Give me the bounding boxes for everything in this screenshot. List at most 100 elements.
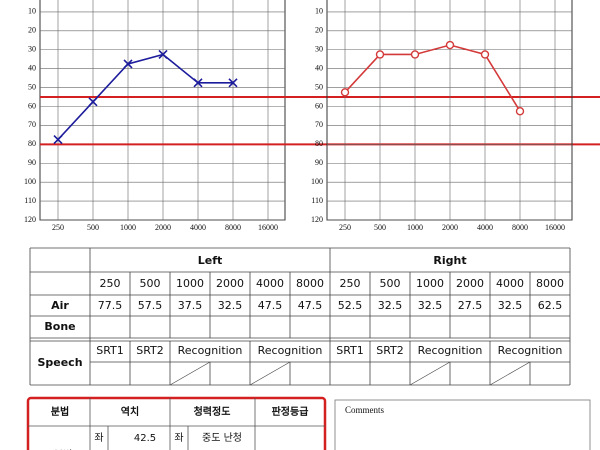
marker [375, 50, 385, 59]
marker [445, 40, 455, 50]
y-tick-label: 10 [315, 7, 323, 16]
slash [409, 361, 451, 386]
y-tick-label: 10 [28, 7, 36, 16]
y-tick-label: 80 [28, 139, 36, 148]
slash [489, 361, 531, 386]
frequency-header: 2000 [456, 277, 484, 290]
y-tick-label: 120 [311, 215, 323, 224]
x-tick-label: 4000 [477, 223, 493, 232]
y-tick-label: 20 [28, 26, 36, 35]
x-tick-label: 2000 [155, 223, 171, 232]
frequency-header: 2000 [216, 277, 244, 290]
x-tick-label: 8000 [225, 223, 241, 232]
plot-frame [39, 0, 286, 221]
x-tick-label: 500 [374, 223, 386, 232]
marker [410, 50, 420, 59]
cell-value: 47.5 [298, 299, 323, 312]
cell-value: 47.5 [258, 299, 283, 312]
row-label: Air [51, 299, 69, 312]
cell-value: 27.5 [458, 299, 483, 312]
y-tick-label: 50 [28, 82, 36, 91]
marker [480, 50, 490, 59]
y-tick-label: 70 [315, 120, 323, 129]
x-tick-label: 16000 [545, 223, 565, 232]
group-header: Right [433, 254, 466, 267]
x-tick-label: 250 [339, 223, 351, 232]
y-tick-label: 60 [315, 101, 323, 110]
y-tick-label: 20 [315, 26, 323, 35]
speech-cell: Recognition [258, 344, 323, 357]
cell-value: 32.5 [378, 299, 403, 312]
marker [123, 59, 133, 69]
cell-value: 32.5 [498, 299, 523, 312]
speech-cell: SRT2 [376, 344, 404, 357]
summary-box [26, 396, 327, 450]
y-tick-label: 90 [315, 158, 323, 167]
x-tick-label: 16000 [258, 223, 278, 232]
y-tick-label: 100 [24, 177, 36, 186]
speech-cell: SRT2 [136, 344, 164, 357]
speech-cell: Recognition [498, 344, 563, 357]
x-tick-label: 1000 [120, 223, 136, 232]
x-tick-label: 250 [52, 223, 64, 232]
cell-value: 62.5 [538, 299, 563, 312]
y-tick-label: 60 [28, 101, 36, 110]
summary-cell: 좌 [94, 432, 103, 444]
y-tick-label: 80 [315, 139, 323, 148]
y-tick-label: 110 [24, 196, 36, 205]
frequency-header: 250 [340, 277, 361, 290]
marker [53, 135, 63, 145]
frequency-header: 4000 [496, 277, 524, 290]
frequency-header: 1000 [176, 277, 204, 290]
summary-cell: 좌 [174, 432, 183, 444]
cell-value: 32.5 [418, 299, 443, 312]
frequency-header: 250 [100, 277, 121, 290]
frequency-header: 8000 [536, 277, 564, 290]
frequency-header: 500 [140, 277, 161, 290]
speech-cell: SRT1 [96, 344, 124, 357]
frequency-header: 1000 [416, 277, 444, 290]
y-tick-label: 40 [28, 63, 36, 72]
y-tick-label: 30 [28, 45, 36, 54]
summary-header: 역치 [121, 405, 139, 418]
x-tick-label: 8000 [512, 223, 528, 232]
y-tick-label: 40 [315, 63, 323, 72]
summary-cell: 중도 난청 [202, 432, 242, 444]
slash [169, 361, 211, 386]
y-tick-label: 100 [311, 177, 323, 186]
y-tick-label: 50 [315, 82, 323, 91]
y-tick-label: 120 [24, 215, 36, 224]
marker [228, 78, 238, 88]
marker [88, 97, 98, 107]
speech-cell: SRT1 [336, 344, 364, 357]
plot-frame [326, 0, 573, 221]
speech-cell: Recognition [418, 344, 483, 357]
summary-header: 분법 [51, 405, 69, 418]
series-line [57, 53, 233, 141]
x-tick-label: 2000 [442, 223, 458, 232]
y-tick-label: 90 [28, 158, 36, 167]
marker [340, 88, 350, 97]
cell-value: 52.5 [338, 299, 363, 312]
comments-title: Comments [345, 405, 384, 415]
y-tick-label: 30 [315, 45, 323, 54]
cell-value: 37.5 [178, 299, 203, 312]
y-tick-label: 70 [28, 120, 36, 129]
y-tick-label: 110 [311, 196, 323, 205]
frequency-header: 4000 [256, 277, 284, 290]
comments-box [334, 399, 591, 450]
marker [158, 49, 168, 60]
cell-value: 77.5 [98, 299, 123, 312]
x-tick-label: 1000 [407, 223, 423, 232]
summary-header: 청력정도 [194, 405, 231, 418]
cell-value: 57.5 [138, 299, 163, 312]
frequency-header: 500 [380, 277, 401, 290]
slash [249, 361, 291, 386]
summary-header: 판정등급 [272, 405, 309, 418]
series-line [344, 44, 521, 112]
x-tick-label: 500 [87, 223, 99, 232]
marker [193, 78, 203, 88]
row-label: Speech [37, 356, 82, 369]
